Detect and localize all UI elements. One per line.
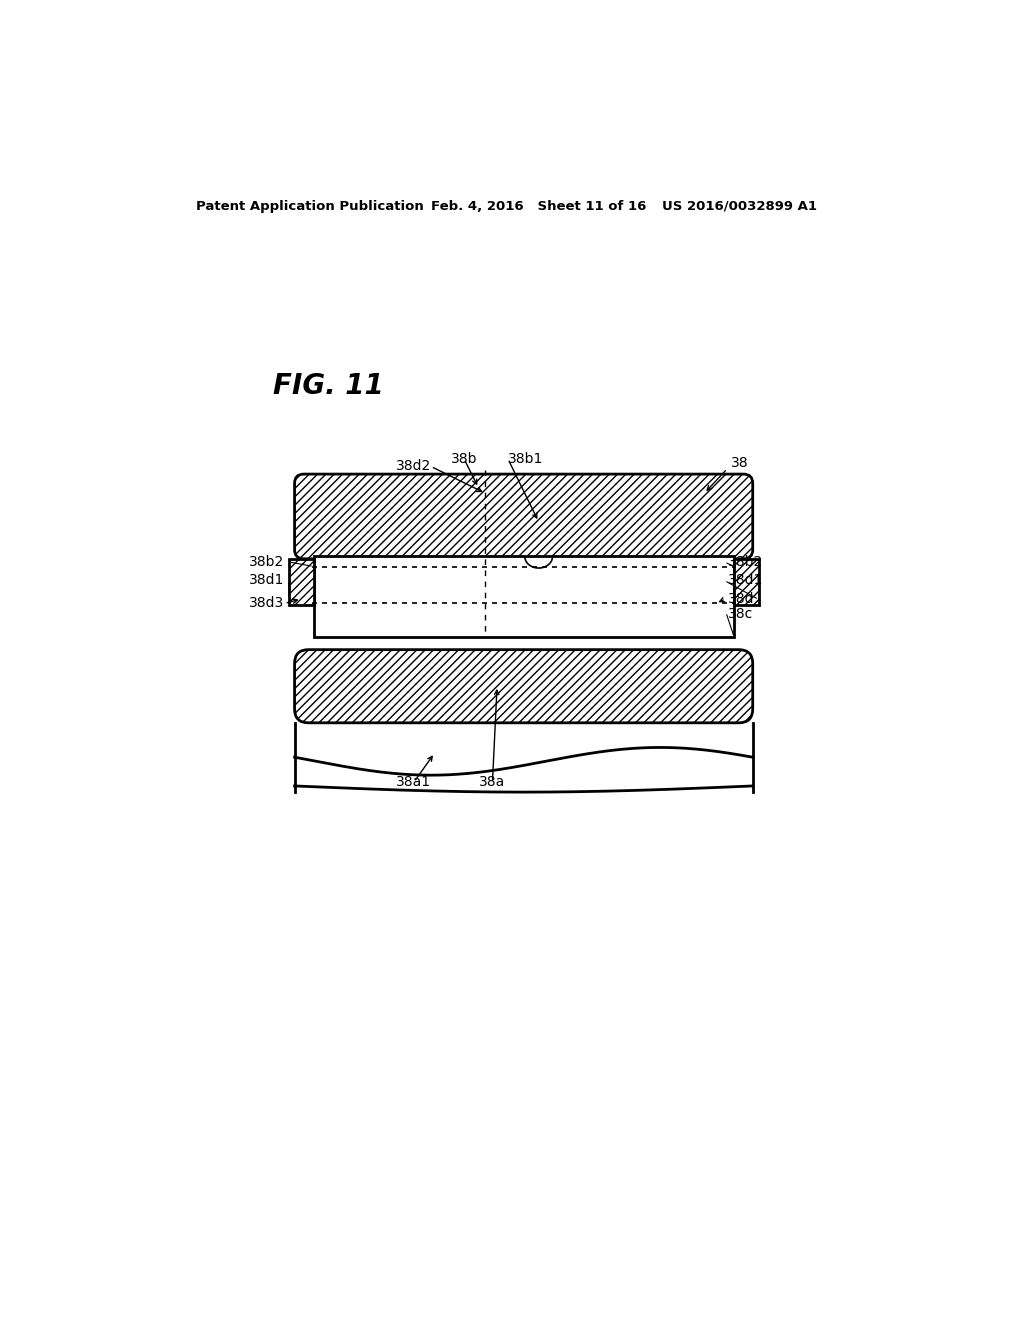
Text: 38b2: 38b2 (728, 554, 763, 569)
Text: Feb. 4, 2016   Sheet 11 of 16: Feb. 4, 2016 Sheet 11 of 16 (431, 199, 646, 213)
Bar (734, 558, 759, 605)
Text: US 2016/0032899 A1: US 2016/0032899 A1 (662, 199, 817, 213)
Text: 38b: 38b (451, 451, 477, 466)
Text: 38a: 38a (479, 775, 506, 789)
Text: 38b1: 38b1 (508, 451, 544, 466)
Text: 38d: 38d (728, 591, 755, 606)
Text: 38c: 38c (728, 607, 754, 622)
Text: 38d2: 38d2 (395, 459, 431, 474)
Text: 38d1: 38d1 (249, 573, 285, 587)
Text: 38b2: 38b2 (249, 554, 285, 569)
Text: 38a1: 38a1 (396, 775, 431, 789)
Text: 38d3: 38d3 (249, 597, 285, 610)
Text: FIG. 11: FIG. 11 (273, 371, 384, 400)
Bar (313, 557, 734, 638)
Text: 38: 38 (731, 455, 749, 470)
FancyBboxPatch shape (295, 649, 753, 723)
Text: Patent Application Publication: Patent Application Publication (196, 199, 424, 213)
Text: 38d1: 38d1 (728, 573, 764, 587)
FancyBboxPatch shape (295, 474, 753, 558)
Bar (289, 558, 313, 605)
